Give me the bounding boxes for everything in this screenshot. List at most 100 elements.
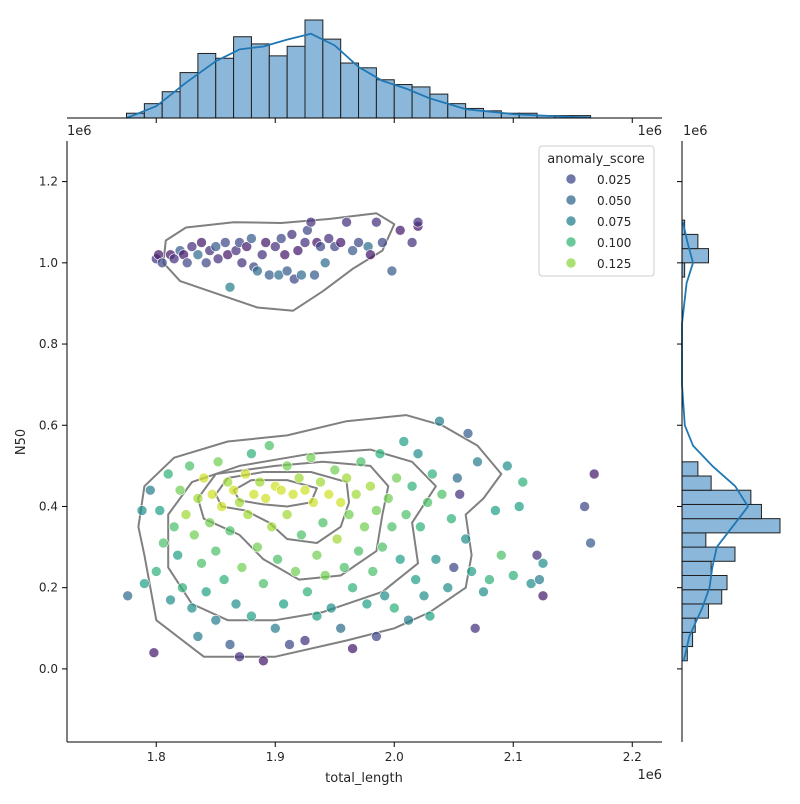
x-tick-label: 1.8 <box>147 750 166 764</box>
x-hist-bar <box>268 55 288 119</box>
scatter-point <box>323 233 335 244</box>
scatter-point <box>186 241 198 252</box>
scatter-point <box>365 249 376 260</box>
scatter-point <box>311 549 323 561</box>
scatter-point <box>292 245 304 256</box>
scatter-point <box>451 472 463 484</box>
scatter-point <box>278 598 289 610</box>
y-hist-bar <box>681 248 709 264</box>
scatter-point <box>189 529 200 541</box>
scatter-point <box>388 602 400 614</box>
scatter-point <box>279 249 291 260</box>
scatter-point <box>222 476 233 488</box>
x-hist-bar <box>322 38 342 119</box>
scatter-point <box>242 509 254 520</box>
scatter-point <box>501 460 513 472</box>
scatter-point <box>168 521 180 533</box>
scatter-point <box>484 574 495 585</box>
y-hist-bar <box>681 589 723 605</box>
scatter-point <box>154 505 166 516</box>
scatter-point <box>371 505 382 516</box>
scatter-point <box>293 472 305 484</box>
scatter-point <box>462 428 474 439</box>
scatter-point <box>234 497 245 508</box>
scatter-point <box>412 216 424 228</box>
scatter-point <box>307 497 319 508</box>
scatter-point <box>186 602 198 614</box>
scatter-point <box>299 237 311 248</box>
x-kde-curve <box>126 32 591 119</box>
scatter-point <box>311 610 323 622</box>
scatter-point <box>374 448 386 460</box>
scatter-point <box>281 460 293 472</box>
scatter-point <box>347 245 358 256</box>
axis-ticks: 1.8 1.9 2.0 2.1 2.2 0.0 0.2 0.4 0.6 0.8 1.0 1.2 <box>39 118 682 764</box>
x-hist-bar <box>429 93 449 119</box>
legend-label: 0.025 <box>597 173 631 187</box>
scatter-point <box>272 553 283 565</box>
scatter-point <box>258 578 269 589</box>
scatter-point <box>260 237 272 248</box>
legend-marker <box>565 236 577 248</box>
kde-contour-2 <box>137 414 503 658</box>
scatter-point <box>151 566 162 577</box>
scatter-point <box>158 537 169 549</box>
scatter-point <box>275 484 287 496</box>
right-offset-label: 1e6 <box>683 124 708 139</box>
scatter-point <box>448 562 460 573</box>
scatter-point <box>323 488 335 500</box>
scatter-point <box>200 586 212 598</box>
scatter-point <box>361 598 373 610</box>
axes-spines <box>66 141 662 743</box>
scatter-point <box>210 241 222 252</box>
y-hist-bar <box>681 546 736 562</box>
scatter-point <box>246 610 257 622</box>
scatter-point <box>406 237 418 248</box>
scatter-point <box>412 448 424 460</box>
top-offset-label: 1e6 <box>637 124 662 139</box>
scatter-point <box>275 233 287 244</box>
scatter-point <box>224 639 236 650</box>
scatter-point <box>424 610 436 622</box>
scatter-point <box>252 265 263 277</box>
scatter-point <box>266 521 278 533</box>
scatter-point <box>234 651 245 663</box>
x-tick-label: 2.2 <box>623 750 642 764</box>
scatter-point <box>418 590 430 602</box>
x-tick-label: 2.1 <box>504 750 523 764</box>
scatter-point <box>410 574 422 585</box>
scatter-point <box>296 269 307 281</box>
x-hist-bar <box>286 45 306 119</box>
legend-title: anomaly_score <box>547 152 645 167</box>
scatter-point <box>296 529 307 541</box>
scatter-point <box>341 216 352 228</box>
scatter-point <box>180 509 192 520</box>
scatter-point <box>228 484 239 496</box>
y-hist-bar <box>681 475 712 491</box>
scatter-point <box>241 241 252 252</box>
scatter-points <box>122 216 600 667</box>
kde-contour-1 <box>162 212 396 312</box>
scatter-point <box>224 525 236 537</box>
scatter-point <box>371 216 382 228</box>
scatter-point <box>254 476 266 488</box>
x-hist-bar <box>215 57 235 119</box>
scatter-point <box>579 501 590 512</box>
scatter-point <box>122 590 133 602</box>
x-axis-label: total_length <box>325 771 403 786</box>
scatter-point <box>263 440 275 451</box>
y-axis-label: N50 <box>14 429 29 455</box>
scatter-point <box>240 468 251 480</box>
scatter-point <box>460 533 472 545</box>
scatter-point <box>495 549 507 561</box>
scatter-point <box>434 415 445 427</box>
scatter-point <box>585 537 596 549</box>
scatter-point <box>165 594 176 606</box>
scatter-point <box>309 269 320 281</box>
scatter-point <box>258 655 269 667</box>
scatter-point <box>281 509 293 520</box>
scatter-point <box>490 505 501 516</box>
scatter-point <box>403 614 414 626</box>
x-hist-bar <box>340 62 360 119</box>
